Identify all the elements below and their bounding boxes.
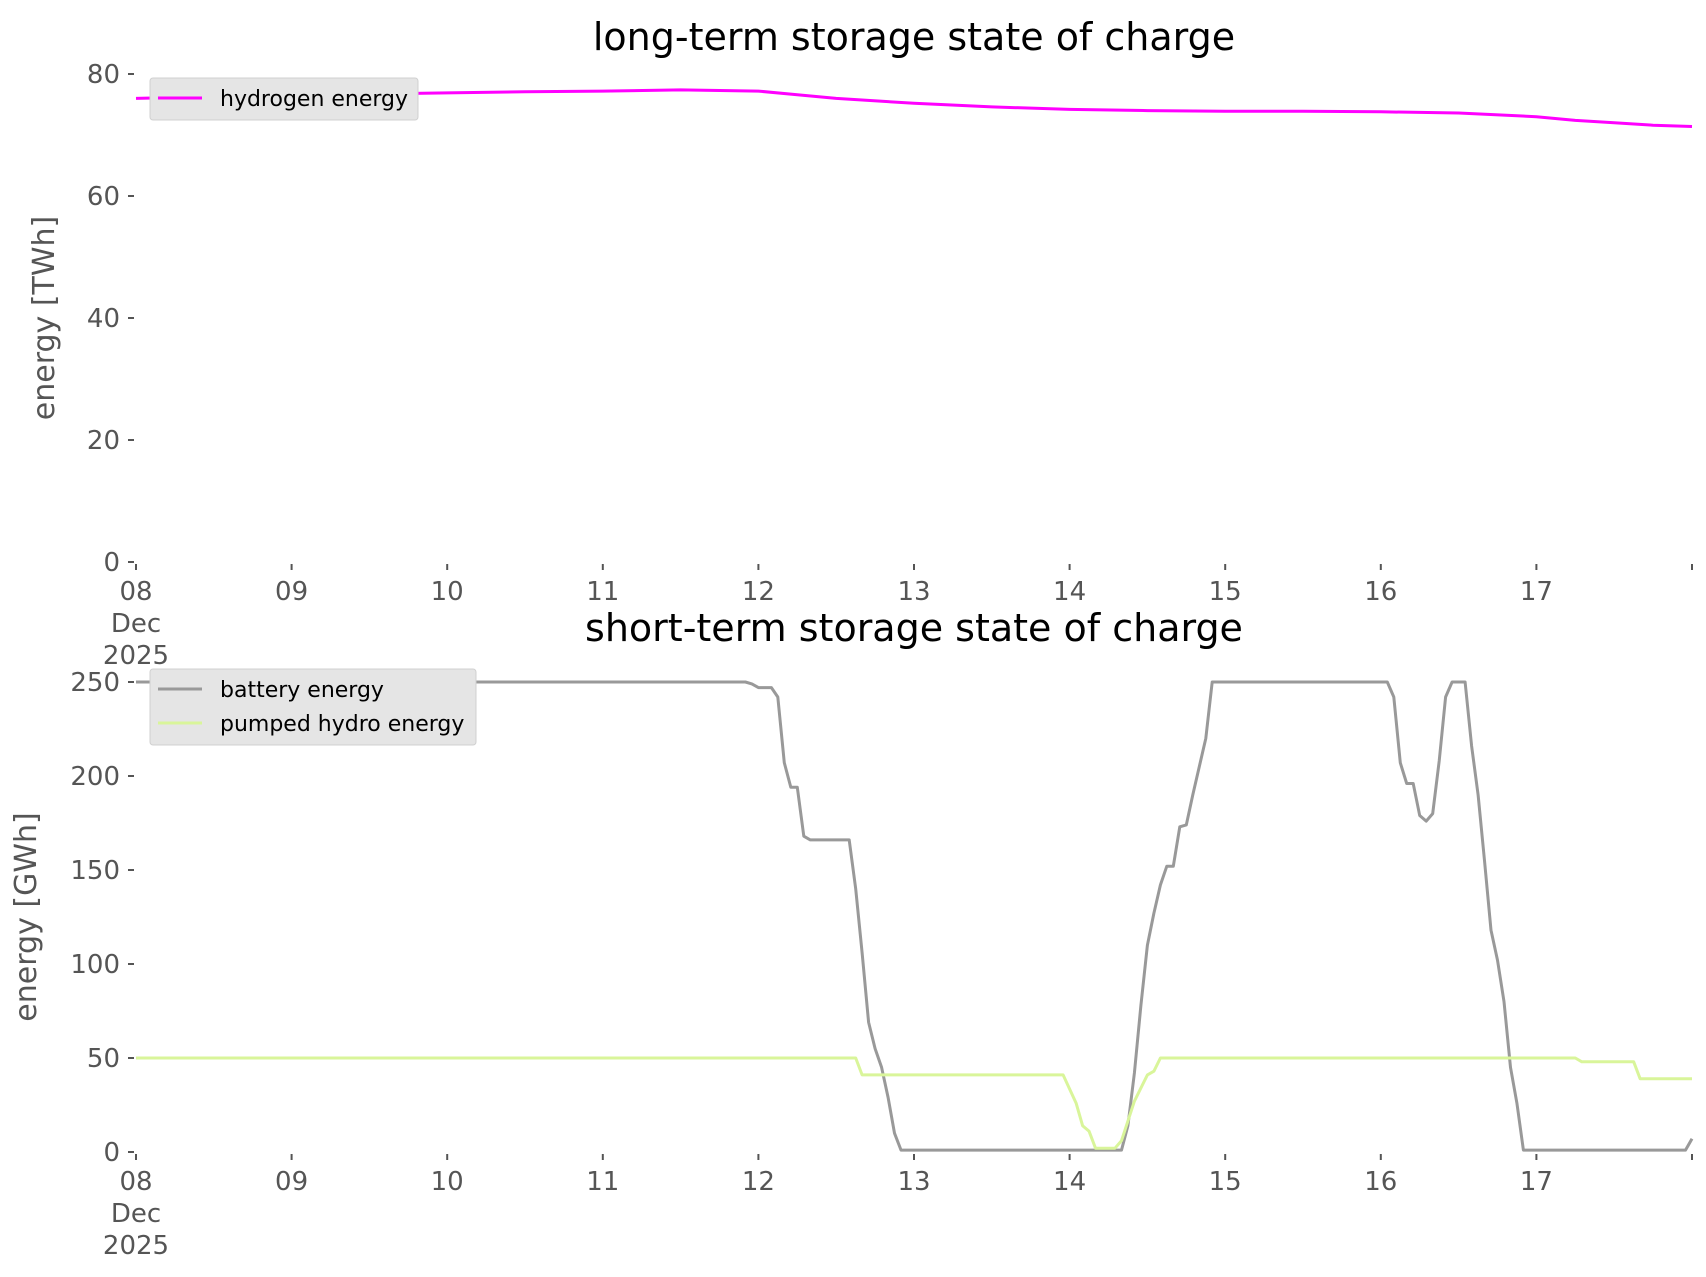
y-tick-label: 200 xyxy=(70,762,120,792)
x-tick-label-line: 17 xyxy=(1520,577,1553,607)
legend: hydrogen energy xyxy=(149,77,419,121)
long-term-storage-chart: long-term storage state of charge energy … xyxy=(27,15,1693,671)
legend-box xyxy=(149,77,419,121)
x-tick-label-line: 10 xyxy=(431,1167,464,1197)
legend-label: battery energy xyxy=(220,678,384,703)
x-tick-label-line: 12 xyxy=(742,1167,775,1197)
x-tick-label: 08 Dec 2025 xyxy=(103,577,169,671)
x-tick-label-line: 08 xyxy=(119,577,152,607)
y-tick-label: 150 xyxy=(70,856,120,886)
series-line-pumped-hydro-energy xyxy=(136,1056,1692,1150)
x-tick-label: 10 xyxy=(431,1167,464,1197)
x-tick-label-line: 2025 xyxy=(103,1231,169,1261)
x-tick-label-line: 14 xyxy=(1053,1167,1086,1197)
x-tick-label-line: 16 xyxy=(1364,577,1397,607)
legend: battery energy pumped hydro energy xyxy=(149,668,477,746)
x-tick-label-line: 13 xyxy=(897,1167,930,1197)
short-term-storage-chart: short-term storage state of charge energy… xyxy=(9,606,1694,1261)
chart-title: short-term storage state of charge xyxy=(585,606,1243,650)
x-tick-label-line: 2025 xyxy=(103,641,169,671)
x-tick-label-line: 12 xyxy=(742,577,775,607)
y-axis-label: energy [TWh] xyxy=(27,216,62,420)
x-tick-label-line: 08 xyxy=(119,1167,152,1197)
x-tick-label-line: 09 xyxy=(275,577,308,607)
y-tick-label: 20 xyxy=(87,426,120,456)
x-tick-label-line: 11 xyxy=(586,577,619,607)
x-tick-label: 12 xyxy=(742,1167,775,1197)
x-tick-label-line: 15 xyxy=(1209,577,1242,607)
x-tick-label: 11 xyxy=(586,1167,619,1197)
x-tick-label: 09 xyxy=(275,577,308,607)
x-tick-label-line: 09 xyxy=(275,1167,308,1197)
x-tick-label: 15 xyxy=(1209,577,1242,607)
legend-box xyxy=(149,668,477,746)
x-tick-label: 16 xyxy=(1364,1167,1397,1197)
x-tick-label: 13 xyxy=(897,577,930,607)
y-tick-label: 250 xyxy=(70,668,120,698)
y-tick-label: 0 xyxy=(103,548,120,578)
x-tick-label: 09 xyxy=(275,1167,308,1197)
y-tick-label: 40 xyxy=(87,304,120,334)
x-tick-label-line: 13 xyxy=(897,577,930,607)
x-tick-label: 17 xyxy=(1520,577,1553,607)
x-tick-label-line: Dec xyxy=(111,1199,161,1229)
x-tick-label-line: 17 xyxy=(1520,1167,1553,1197)
chart-title: long-term storage state of charge xyxy=(593,15,1235,59)
x-tick-label-line: Dec xyxy=(111,609,161,639)
x-tick-label-line: 15 xyxy=(1209,1167,1242,1197)
y-tick-label: 0 xyxy=(103,1138,120,1168)
y-tick-label: 60 xyxy=(87,182,120,212)
legend-label: hydrogen energy xyxy=(220,87,408,112)
x-tick-label-line: 11 xyxy=(586,1167,619,1197)
series-line-hydrogen-energy xyxy=(135,88,1693,128)
x-tick-label: 11 xyxy=(586,577,619,607)
x-tick-label-line: 14 xyxy=(1053,577,1086,607)
y-tick-label: 50 xyxy=(87,1044,120,1074)
x-tick-label: 15 xyxy=(1209,1167,1242,1197)
x-tick-label: 08 Dec 2025 xyxy=(103,1167,169,1261)
legend-label: pumped hydro energy xyxy=(220,712,464,737)
x-tick-label: 17 xyxy=(1520,1167,1553,1197)
x-tick-label-line: 10 xyxy=(431,577,464,607)
series-line-battery-energy xyxy=(136,680,1694,1152)
y-axis-label: energy [GWh] xyxy=(9,812,44,1021)
x-tick-label: 12 xyxy=(742,577,775,607)
y-tick-label: 80 xyxy=(87,60,120,90)
x-tick-label: 16 xyxy=(1364,577,1397,607)
x-tick-label: 10 xyxy=(431,577,464,607)
x-tick-label: 13 xyxy=(897,1167,930,1197)
x-tick-label: 14 xyxy=(1053,577,1086,607)
y-tick-label: 100 xyxy=(70,950,120,980)
x-tick-label: 14 xyxy=(1053,1167,1086,1197)
x-tick-label-line: 16 xyxy=(1364,1167,1397,1197)
